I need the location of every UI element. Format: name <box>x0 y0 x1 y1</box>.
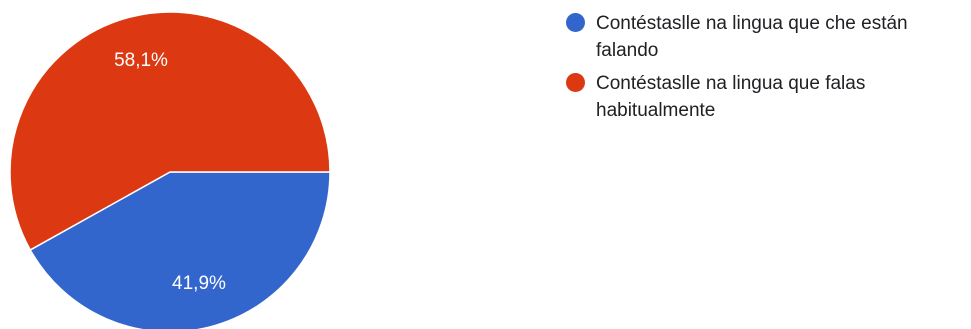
pie-chart: 41,9% 58,1% <box>9 11 331 329</box>
legend-item-1[interactable]: Contéstaslle na lingua que falas habitua… <box>566 70 966 124</box>
pie-slice-0[interactable] <box>29 171 331 329</box>
legend-label-1: Contéstaslle na lingua que falas habitua… <box>596 73 866 121</box>
legend-label-0: Contéstaslle na lingua que che están fal… <box>596 13 908 61</box>
legend: Contéstaslle na lingua que che están fal… <box>566 10 966 130</box>
legend-swatch-0 <box>566 13 585 32</box>
pie-slice-1[interactable] <box>9 11 331 251</box>
legend-swatch-1 <box>566 73 585 92</box>
pie-slice-label-0: 41,9% <box>172 273 226 294</box>
pie-slice-label-1: 58,1% <box>114 50 168 71</box>
legend-item-0[interactable]: Contéstaslle na lingua que che están fal… <box>566 10 966 64</box>
